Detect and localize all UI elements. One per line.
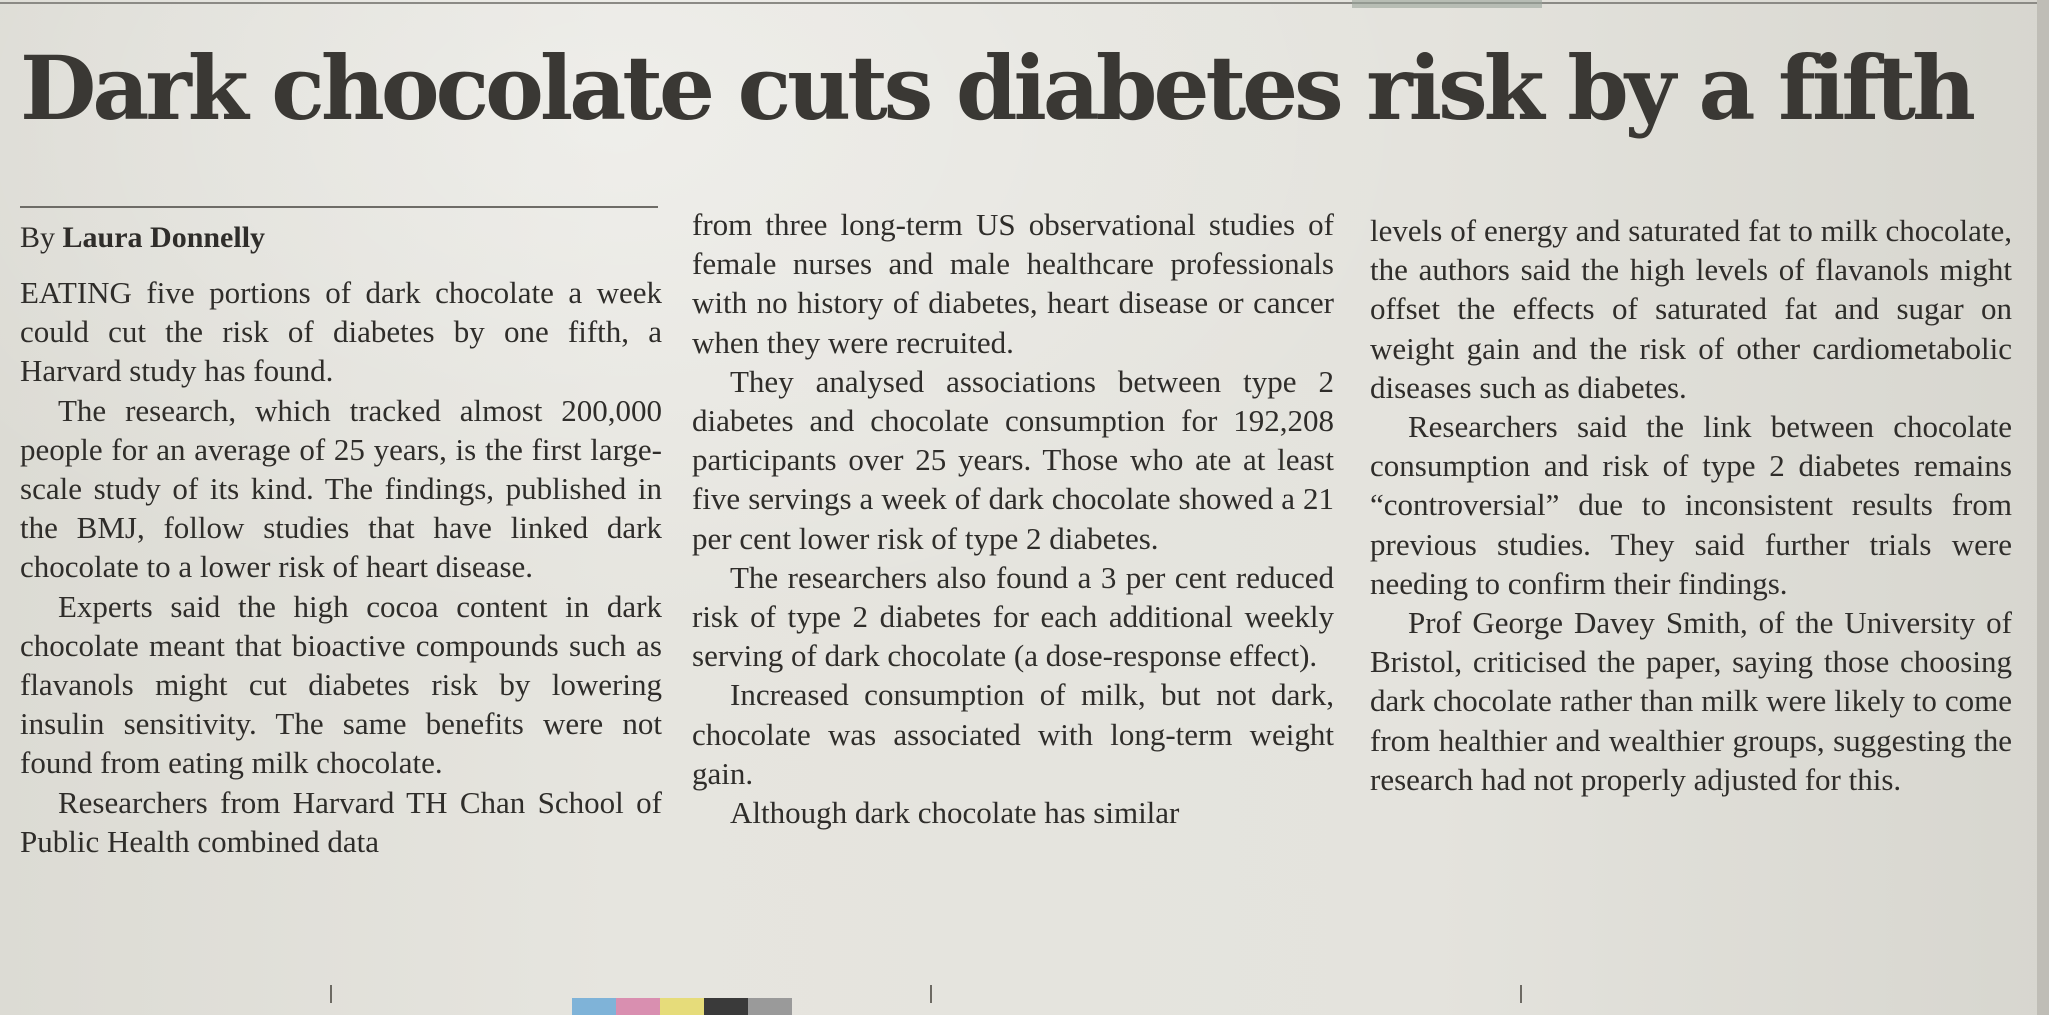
page-edge xyxy=(2037,0,2049,1015)
color-swatch xyxy=(704,998,748,1015)
print-color-bar xyxy=(572,998,792,1015)
paragraph: Researchers said the link between chocol… xyxy=(1370,409,2012,601)
paragraph: The researchers also found a 3 per cent … xyxy=(692,559,1334,674)
paragraph: Researchers from Harvard TH Chan School … xyxy=(20,784,662,859)
paragraph: Increased consumption of milk, but not d… xyxy=(692,677,1334,791)
top-rule xyxy=(0,2,2049,4)
article-column-3: levels of energy and saturated fat to mi… xyxy=(1370,211,2012,799)
paragraph: Prof George Davey Smith, of the Universi… xyxy=(1370,605,2012,797)
scan-artifact xyxy=(1352,0,1542,8)
paragraph: EATING five portions of dark chocolate a… xyxy=(20,275,662,389)
paragraph: Experts said the high cocoa content in d… xyxy=(20,588,662,781)
paragraph: from three long-term US observational st… xyxy=(692,207,1334,360)
paragraph: They analysed associations between type … xyxy=(692,363,1334,556)
fold-mark xyxy=(330,985,332,1003)
paragraph: The research, which tracked almost 200,0… xyxy=(20,392,662,585)
article-column-2: from three long-term US observational st… xyxy=(692,205,1334,832)
fold-mark xyxy=(1520,985,1522,1003)
byline-author: Laura Donnelly xyxy=(62,221,266,254)
color-swatch xyxy=(748,998,792,1015)
byline: By Laura Donnelly xyxy=(20,206,662,273)
article-column-1: By Laura Donnelly EATING five portions o… xyxy=(20,206,662,861)
color-swatch xyxy=(616,998,660,1015)
color-swatch xyxy=(572,998,616,1015)
paragraph: levels of energy and saturated fat to mi… xyxy=(1370,213,2012,405)
color-swatch xyxy=(660,998,704,1015)
paragraph: Although dark chocolate has similar xyxy=(730,795,1180,831)
byline-rule xyxy=(20,206,658,208)
fold-mark xyxy=(930,985,932,1003)
byline-prefix: By xyxy=(20,221,63,254)
headline: Dark chocolate cuts diabetes risk by a f… xyxy=(20,36,1976,140)
